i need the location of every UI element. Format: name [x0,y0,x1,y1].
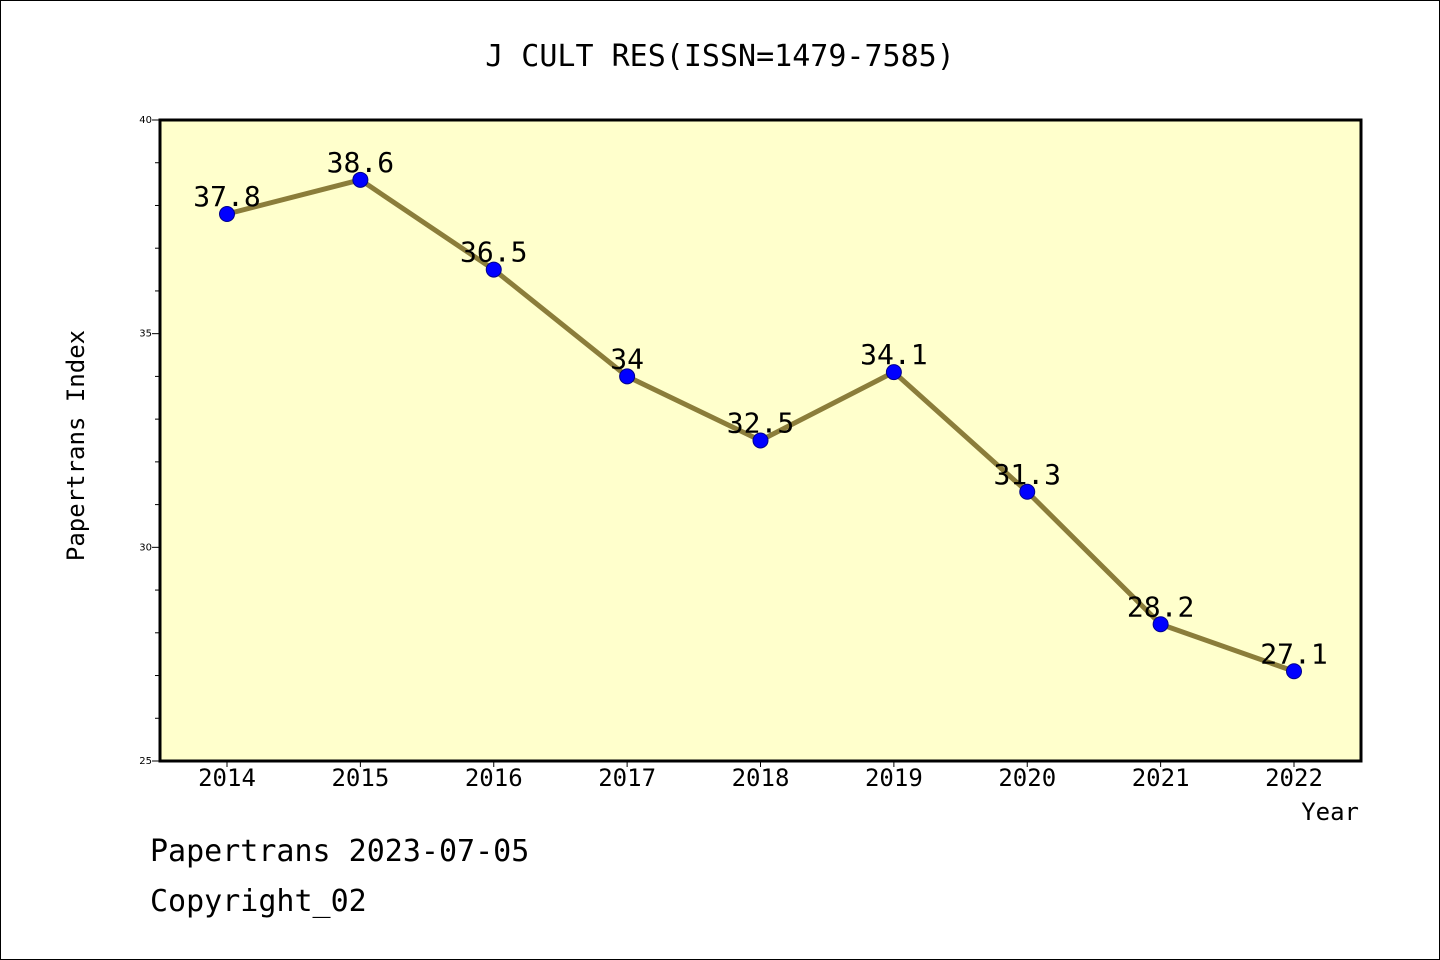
data-point [1019,483,1036,500]
data-label: 28.2 [1127,590,1194,623]
y-tick-label: 30 [139,542,152,553]
data-label: 34.1 [860,338,927,371]
data-point [1286,663,1302,680]
x-tick-label: 2019 [865,764,923,792]
plot-border [158,118,1363,763]
x-tick-label: 2022 [1265,764,1323,792]
data-label: 34 [610,342,644,375]
y-axis: 25 30 35 40 [139,115,160,767]
x-tick-label: 2014 [198,764,256,792]
x-tick-label: 2015 [331,764,389,792]
data-label: 36.5 [460,236,527,269]
y-axis-label: Papertrans Index [62,330,90,561]
series-group: 37.8 38.6 36.5 34 32.5 34.1 31.3 28.2 27.1 [193,146,1328,680]
data-point [1152,616,1169,633]
data-point [485,261,502,278]
x-axis-label: Year [1301,798,1359,826]
y-tick-label: 40 [139,115,152,126]
data-point [885,364,902,381]
data-point [352,171,369,188]
data-label: 27.1 [1260,637,1327,670]
x-tick-label: 2020 [998,764,1056,792]
footer-copyright-text: Copyright_02 [150,884,367,919]
chart-title: J CULT RES(ISSN=1479-7585) [485,39,955,74]
x-tick-label: 2017 [598,764,656,792]
y-tick-label: 35 [139,329,152,340]
y-tick-label: 25 [139,756,152,767]
data-label: 31.3 [994,458,1061,491]
footer-date-text: Papertrans 2023-07-05 [150,834,530,869]
x-tick-label: 2018 [732,764,790,792]
data-point [752,432,769,449]
data-point [619,368,636,385]
x-axis: 2014 2015 2016 2017 2018 2019 2020 2021 2022 [198,761,1323,792]
data-label: 37.8 [193,180,260,213]
data-point [219,206,235,223]
data-label: 32.5 [727,407,794,440]
x-tick-label: 2016 [465,764,523,792]
x-tick-label: 2021 [1132,764,1190,792]
data-label: 38.6 [327,146,394,179]
